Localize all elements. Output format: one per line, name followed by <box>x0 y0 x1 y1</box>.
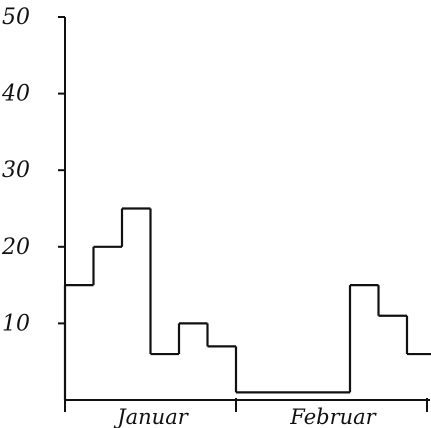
histogram-bars <box>63 207 431 400</box>
x-category-label-januar: Januar <box>113 405 190 428</box>
y-tick-label-10: 10 <box>2 311 30 336</box>
y-tick-label-50: 50 <box>2 5 30 30</box>
x-category-label-februar: Februar <box>289 405 377 428</box>
y-tick-label-40: 40 <box>1 82 30 107</box>
y-tick-label-20: 20 <box>1 235 30 260</box>
axis-labels: 10 20 30 40 50 Januar Februar <box>1 5 378 428</box>
y-tick-label-30: 30 <box>2 158 30 183</box>
x-axis <box>64 398 430 412</box>
